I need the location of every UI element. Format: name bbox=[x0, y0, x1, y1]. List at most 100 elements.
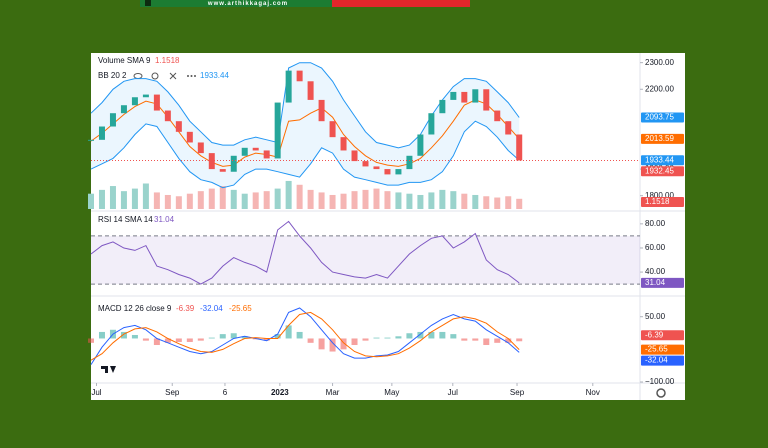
bb-lower-value: 1933.44 bbox=[200, 71, 229, 80]
histogram-bar bbox=[98, 331, 105, 339]
price-label-box bbox=[641, 112, 684, 123]
price-label-box bbox=[641, 277, 684, 288]
candle bbox=[318, 99, 325, 122]
volume-bar bbox=[516, 198, 523, 209]
bb-basis-line bbox=[90, 99, 520, 167]
histogram-bar bbox=[483, 338, 490, 346]
histogram-bar bbox=[329, 338, 336, 352]
histogram-bar bbox=[384, 337, 391, 339]
histogram-bar bbox=[450, 334, 457, 339]
candle bbox=[494, 110, 501, 122]
histogram-bar bbox=[505, 338, 512, 343]
volume-bar bbox=[230, 189, 237, 209]
chart-panel bbox=[91, 53, 685, 400]
candle bbox=[428, 113, 435, 135]
histogram-bar bbox=[274, 334, 281, 339]
y-tick-label: 1800.00 bbox=[645, 191, 674, 200]
y-tick-label: −100.00 bbox=[645, 377, 675, 386]
volume-bar bbox=[153, 192, 160, 209]
close-icon[interactable] bbox=[169, 72, 177, 80]
histogram-bar bbox=[263, 338, 270, 341]
volume-bar bbox=[318, 192, 325, 209]
volume-bar bbox=[417, 194, 424, 209]
candle bbox=[472, 89, 479, 103]
volume-bar bbox=[494, 197, 501, 209]
volume-bar bbox=[164, 194, 171, 209]
candle bbox=[296, 70, 303, 82]
x-tick-label: Sep bbox=[165, 388, 180, 397]
price-label-box bbox=[641, 166, 684, 177]
settings-icon[interactable] bbox=[151, 72, 159, 80]
volume-bar bbox=[241, 193, 248, 209]
volume-bar bbox=[351, 191, 358, 209]
histogram-bar bbox=[208, 337, 215, 339]
price-label: 1932.45 bbox=[645, 166, 674, 175]
candle bbox=[417, 134, 424, 156]
candle bbox=[153, 94, 160, 111]
banner-red bbox=[332, 0, 470, 7]
candle bbox=[241, 147, 248, 156]
histogram-bar bbox=[406, 333, 413, 339]
candle bbox=[505, 121, 512, 135]
candle bbox=[175, 121, 182, 132]
histogram-bar bbox=[439, 331, 446, 339]
price-label: 1933.44 bbox=[645, 155, 674, 164]
histogram-bar bbox=[88, 338, 94, 343]
volume-sma-value: 1.1518 bbox=[155, 56, 180, 65]
candle bbox=[395, 169, 402, 175]
candle bbox=[406, 155, 413, 170]
volume-bar bbox=[98, 189, 105, 209]
candle bbox=[230, 155, 237, 172]
volume-bar bbox=[472, 194, 479, 209]
volume-bar bbox=[88, 193, 94, 209]
volume-title: Volume SMA 9 bbox=[98, 56, 151, 65]
histogram-bar bbox=[428, 331, 435, 339]
histogram-bar bbox=[461, 338, 468, 341]
histogram-bar bbox=[153, 338, 160, 346]
x-tick-label: Mar bbox=[326, 388, 340, 397]
more-icon[interactable] bbox=[187, 75, 196, 77]
series-line bbox=[90, 220, 520, 285]
bb-upper-line bbox=[90, 62, 520, 149]
gear-icon[interactable] bbox=[656, 388, 666, 398]
price-label-box bbox=[641, 330, 684, 341]
volume-bar bbox=[384, 191, 391, 209]
price-label: 2093.75 bbox=[645, 113, 674, 122]
candle bbox=[219, 169, 226, 172]
candle bbox=[373, 166, 380, 170]
histogram-bar bbox=[197, 338, 204, 341]
candle bbox=[252, 147, 259, 151]
volume-bar bbox=[296, 184, 303, 209]
volume-bar bbox=[274, 188, 281, 209]
volume-bar bbox=[450, 191, 457, 209]
macd-value: -32.04 bbox=[200, 304, 223, 313]
volume-bar bbox=[307, 189, 314, 209]
price-label: -6.39 bbox=[645, 330, 664, 339]
volume-bar bbox=[439, 189, 446, 209]
candle bbox=[186, 131, 193, 143]
histogram-bar bbox=[516, 338, 523, 342]
x-tick-label: 6 bbox=[223, 388, 228, 397]
banner-logo bbox=[145, 0, 151, 6]
candle bbox=[120, 105, 127, 114]
histogram-bar bbox=[186, 338, 193, 342]
volume-bar bbox=[428, 192, 435, 209]
volume-bar bbox=[395, 192, 402, 209]
candle bbox=[263, 150, 270, 159]
price-label-box bbox=[641, 155, 684, 166]
histogram-bar bbox=[318, 338, 325, 350]
price-label-box bbox=[641, 133, 684, 144]
volume-bar bbox=[461, 193, 468, 209]
candle bbox=[274, 102, 281, 159]
series-line bbox=[90, 311, 520, 361]
bb-lower-line bbox=[90, 120, 520, 189]
histogram-bar bbox=[395, 336, 402, 339]
candle bbox=[439, 99, 446, 114]
histogram-bar bbox=[120, 331, 127, 339]
volume-bar bbox=[483, 196, 490, 209]
histogram-bar bbox=[340, 338, 347, 350]
macd-title: MACD 12 26 close 9 bbox=[98, 304, 172, 313]
histogram-bar bbox=[351, 338, 358, 346]
series-line bbox=[90, 307, 520, 365]
